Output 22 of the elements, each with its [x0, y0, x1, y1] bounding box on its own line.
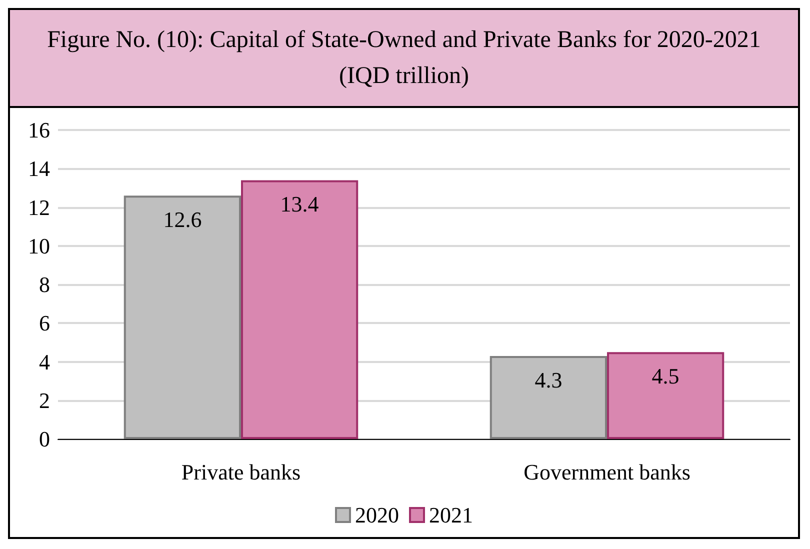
y-tick-label: 16 [28, 118, 50, 142]
x-tick-label: Private banks [181, 460, 301, 484]
bar [124, 196, 241, 439]
data-label: 4.5 [652, 364, 680, 389]
bar [490, 356, 607, 439]
y-tick-label: 12 [28, 194, 50, 220]
y-tick-label: 2 [39, 388, 50, 413]
chart-title: Figure No. (10): Capital of State-Owned and Private Banks for 2020-2021 (IQD trillion) [10, 10, 798, 108]
y-tick-label: 0 [39, 426, 50, 452]
data-label: 13.4 [280, 192, 319, 217]
y-tick-label: 14 [28, 156, 50, 182]
x-tick-label: Government banks [524, 460, 690, 484]
data-label: 12.6 [163, 207, 202, 232]
legend-label: 2020 [355, 502, 399, 528]
y-tick-label: 6 [39, 310, 50, 336]
y-tick-label: 10 [28, 233, 50, 258]
data-label: 4.3 [534, 367, 562, 392]
legend-label: 2021 [429, 502, 473, 528]
bar [241, 180, 358, 439]
y-tick-label: 4 [39, 349, 50, 374]
bar [607, 352, 724, 439]
y-tick-label: 8 [39, 272, 50, 297]
